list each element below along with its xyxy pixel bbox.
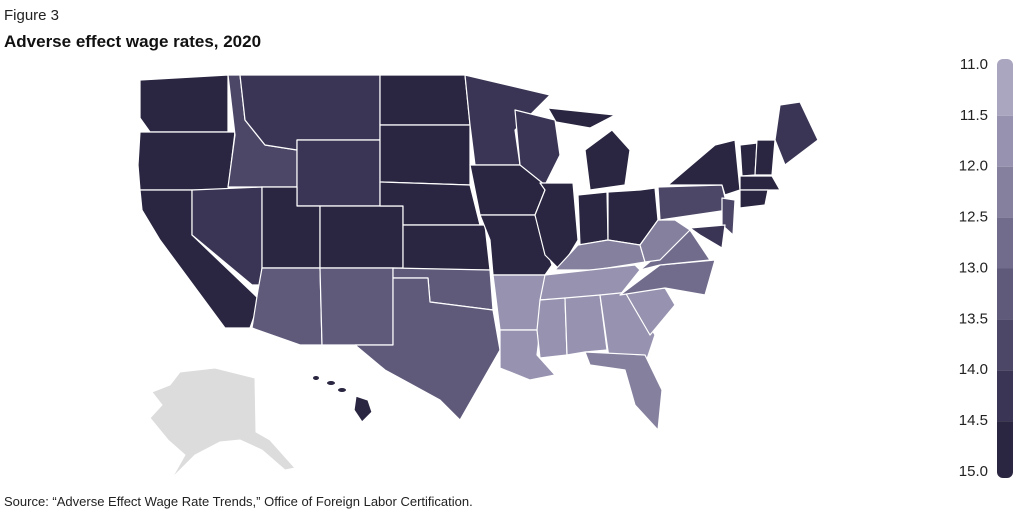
- legend-tick-label: 14.5: [959, 412, 988, 429]
- state: [536, 297, 568, 359]
- title: Adverse effect wage rates, 2020: [4, 32, 261, 51]
- alaska: [149, 367, 296, 479]
- state: [534, 182, 579, 271]
- legend-tick-label: 14.0: [959, 361, 988, 378]
- state: [619, 259, 716, 296]
- colorbar-bin: [997, 217, 1013, 269]
- state: [353, 395, 373, 423]
- state: [547, 107, 616, 129]
- legend-tick-label: 15.0: [959, 463, 988, 480]
- states: [137, 74, 819, 431]
- state: [191, 186, 263, 286]
- colorbar-bin: [997, 59, 1013, 116]
- state: [319, 205, 404, 269]
- state: [296, 139, 381, 207]
- figure-label: Figure 3: [4, 7, 59, 24]
- state: [584, 129, 631, 191]
- state: [739, 142, 758, 177]
- state: [251, 267, 323, 346]
- state: [639, 219, 691, 263]
- legend-tick-label: 13.0: [959, 259, 988, 276]
- state: [657, 184, 729, 221]
- state: [139, 74, 229, 133]
- state: [379, 124, 471, 186]
- state: [584, 351, 663, 431]
- state: [319, 267, 394, 346]
- legend-tick-label: 12.5: [959, 209, 988, 226]
- legend: 11.0 11.5 12.0 12.5 13.0 13.5 14.0 14.5 15.0: [959, 56, 1013, 480]
- colorbar-bin: [997, 319, 1013, 371]
- colorbar-bin: [997, 268, 1013, 320]
- legend-tick-label: 11.5: [960, 107, 988, 124]
- legend-tick-label: 12.0: [959, 158, 988, 175]
- state: [402, 224, 491, 271]
- state: [354, 277, 501, 421]
- state: [137, 131, 236, 191]
- colorbar-bin: [997, 166, 1013, 218]
- state: [564, 294, 608, 356]
- colorbar: [997, 59, 1013, 478]
- state: [689, 224, 726, 249]
- state: [774, 101, 819, 166]
- state: [379, 74, 471, 126]
- state: [739, 175, 781, 191]
- state: [539, 264, 641, 301]
- state: [739, 189, 769, 209]
- state: [514, 109, 561, 186]
- source: Source: “Adverse Effect Wage Rate Trends…: [4, 494, 473, 509]
- colorbar-bin: [997, 115, 1013, 167]
- state: [754, 139, 776, 176]
- island: [327, 381, 335, 385]
- colorbar-bin: [997, 421, 1013, 478]
- legend-tick-label: 13.5: [959, 310, 988, 327]
- island: [338, 388, 346, 392]
- state: [577, 191, 609, 246]
- state: [239, 74, 381, 151]
- island: [313, 376, 319, 380]
- colorbar-bin: [997, 370, 1013, 422]
- legend-tick-label: 11.0: [960, 56, 988, 73]
